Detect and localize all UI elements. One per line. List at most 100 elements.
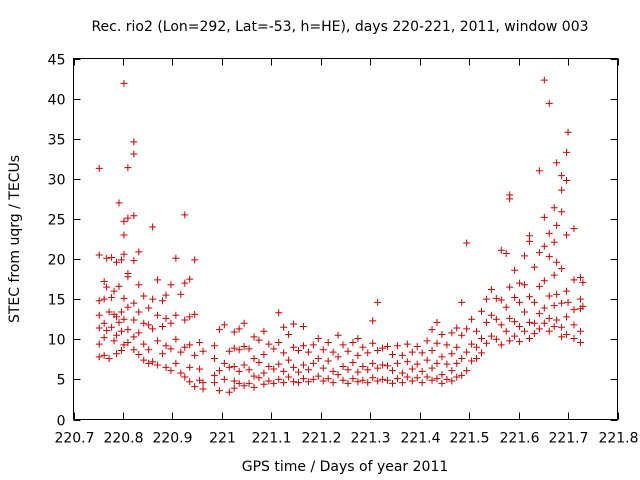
- data-point: [172, 254, 180, 262]
- data-point: [290, 378, 298, 386]
- data-point: [95, 324, 103, 332]
- data-point: [95, 340, 103, 348]
- data-point: [463, 367, 471, 375]
- data-point: [124, 338, 132, 346]
- data-point: [285, 330, 293, 338]
- data-point: [384, 376, 392, 384]
- data-point: [448, 377, 456, 385]
- data-point: [220, 359, 228, 367]
- data-point: [140, 319, 148, 327]
- data-point: [388, 351, 396, 359]
- data-point: [423, 373, 431, 381]
- data-point: [220, 321, 228, 329]
- data-point: [105, 355, 113, 363]
- data-point: [172, 359, 180, 367]
- data-point: [162, 342, 170, 350]
- data-point: [270, 365, 278, 373]
- data-point: [511, 294, 519, 302]
- data-point: [545, 314, 553, 322]
- x-tick-label: 221.2: [301, 431, 341, 447]
- data-point: [199, 385, 207, 393]
- data-point: [334, 371, 342, 379]
- data-point: [497, 246, 505, 254]
- data-point: [220, 375, 228, 383]
- data-point: [553, 221, 561, 229]
- data-point: [235, 325, 243, 333]
- data-point: [423, 337, 431, 345]
- data-point: [334, 353, 342, 361]
- data-point: [167, 367, 175, 375]
- data-point: [115, 199, 123, 207]
- data-point: [506, 337, 514, 345]
- data-point: [354, 378, 362, 386]
- data-point: [113, 258, 121, 266]
- data-point: [364, 366, 372, 374]
- data-point: [250, 333, 258, 341]
- y-axis: 0 5 10 15 20 25 30 35 40 45: [48, 53, 618, 430]
- data-point: [265, 363, 273, 371]
- data-point: [240, 361, 248, 369]
- data-point: [295, 379, 303, 387]
- data-point: [521, 327, 529, 335]
- data-point: [540, 213, 548, 221]
- data-point: [448, 367, 456, 375]
- data-point: [245, 345, 253, 353]
- data-point: [329, 367, 337, 375]
- data-point: [364, 379, 372, 387]
- data-point: [516, 279, 524, 287]
- data-point: [438, 330, 446, 338]
- chart-title: Rec. rio2 (Lon=292, Lat=-53, h=HE), days…: [91, 19, 588, 35]
- data-point: [329, 379, 337, 387]
- y-tick-label: 10: [48, 333, 66, 349]
- data-point: [149, 223, 157, 231]
- data-point: [458, 371, 466, 379]
- data-point: [545, 229, 553, 237]
- data-point: [516, 322, 524, 330]
- data-point: [413, 342, 421, 350]
- data-point: [159, 322, 167, 330]
- data-point: [130, 346, 138, 354]
- data-point: [260, 351, 268, 359]
- data-point: [550, 322, 558, 330]
- data-point: [154, 337, 162, 345]
- data-point: [108, 253, 116, 261]
- data-point: [135, 329, 143, 337]
- data-point: [314, 355, 322, 363]
- data-point: [535, 310, 543, 318]
- data-point: [558, 208, 566, 216]
- data-point: [115, 318, 123, 326]
- data-point: [428, 364, 436, 372]
- data-point: [181, 211, 189, 219]
- data-point: [418, 367, 426, 375]
- x-tick-label: 221.1: [251, 431, 291, 447]
- data-point: [349, 359, 357, 367]
- data-point: [250, 383, 258, 391]
- data-point: [482, 339, 490, 347]
- data-point: [553, 290, 561, 298]
- data-point: [468, 340, 476, 348]
- data-point: [535, 167, 543, 175]
- data-point: [260, 380, 268, 388]
- data-point: [473, 355, 481, 363]
- data-point: [487, 332, 495, 340]
- data-point: [319, 377, 327, 385]
- data-point: [393, 342, 401, 350]
- data-point: [438, 379, 446, 387]
- data-point: [458, 298, 466, 306]
- data-point: [177, 369, 185, 377]
- data-point: [502, 303, 510, 311]
- data-point: [105, 308, 113, 316]
- data-point: [564, 128, 572, 136]
- data-point: [579, 302, 587, 310]
- data-point: [492, 294, 500, 302]
- data-point: [130, 299, 138, 307]
- x-tick-label: 221.5: [449, 431, 489, 447]
- data-point: [339, 376, 347, 384]
- data-point: [570, 225, 578, 233]
- data-point: [563, 148, 571, 156]
- data-point: [418, 379, 426, 387]
- data-point: [550, 302, 558, 310]
- data-point: [299, 322, 307, 330]
- data-point: [433, 339, 441, 347]
- data-point: [540, 277, 548, 285]
